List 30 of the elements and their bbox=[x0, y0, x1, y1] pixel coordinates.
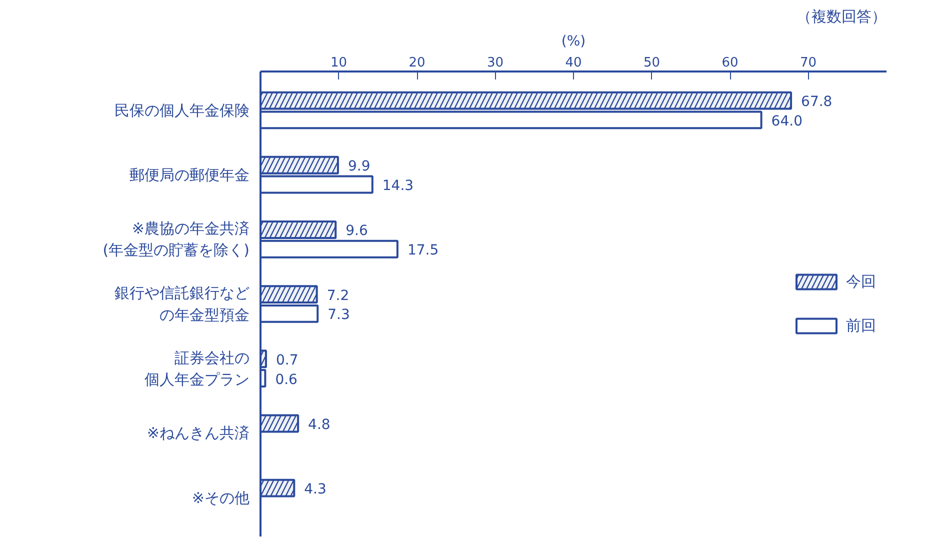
x-tick-label: 50 bbox=[643, 56, 660, 70]
y-tick-label: ※ねんきん共済 bbox=[146, 424, 250, 442]
x-tick-label: 70 bbox=[800, 56, 817, 70]
data-label: 67.8 bbox=[801, 94, 832, 110]
data-label: 7.2 bbox=[326, 288, 350, 304]
y-tick-label: 郵便局の郵便年金 bbox=[130, 166, 250, 184]
legend-label: 今回 bbox=[846, 272, 876, 291]
data-label: 9.9 bbox=[348, 158, 370, 175]
data-label: 4.8 bbox=[308, 416, 330, 433]
data-label: 9.6 bbox=[346, 223, 368, 240]
y-tick-label: 証券会社の個人年金プラン bbox=[144, 348, 250, 388]
x-axis-title: (%) bbox=[561, 34, 586, 50]
data-label: 0.7 bbox=[276, 352, 298, 368]
x-tick-label: 20 bbox=[408, 56, 426, 70]
data-label: 7.3 bbox=[328, 307, 350, 324]
data-label: 14.3 bbox=[382, 178, 414, 194]
x-tick-label: 10 bbox=[330, 56, 348, 70]
data-label: 4.3 bbox=[304, 482, 326, 498]
x-tick-label: 40 bbox=[565, 56, 582, 70]
data-label: 17.5 bbox=[407, 242, 439, 259]
y-tick-label: ※その他 bbox=[192, 488, 250, 507]
y-tick-label: ※農協の年金共済(年金型の貯蓄を除く) bbox=[102, 220, 250, 260]
x-tick-label: 30 bbox=[486, 56, 504, 70]
data-label: 64.0 bbox=[771, 113, 802, 130]
text: （複数回答） bbox=[796, 8, 886, 26]
y-tick-label: 銀行や信託銀行などの年金型預金 bbox=[114, 284, 250, 324]
data-label: 0.6 bbox=[275, 372, 298, 388]
legend-label: 前回 bbox=[846, 316, 876, 335]
x-tick-label: 60 bbox=[722, 56, 738, 70]
y-tick-label: 民保の個人年金保険 bbox=[114, 101, 250, 120]
